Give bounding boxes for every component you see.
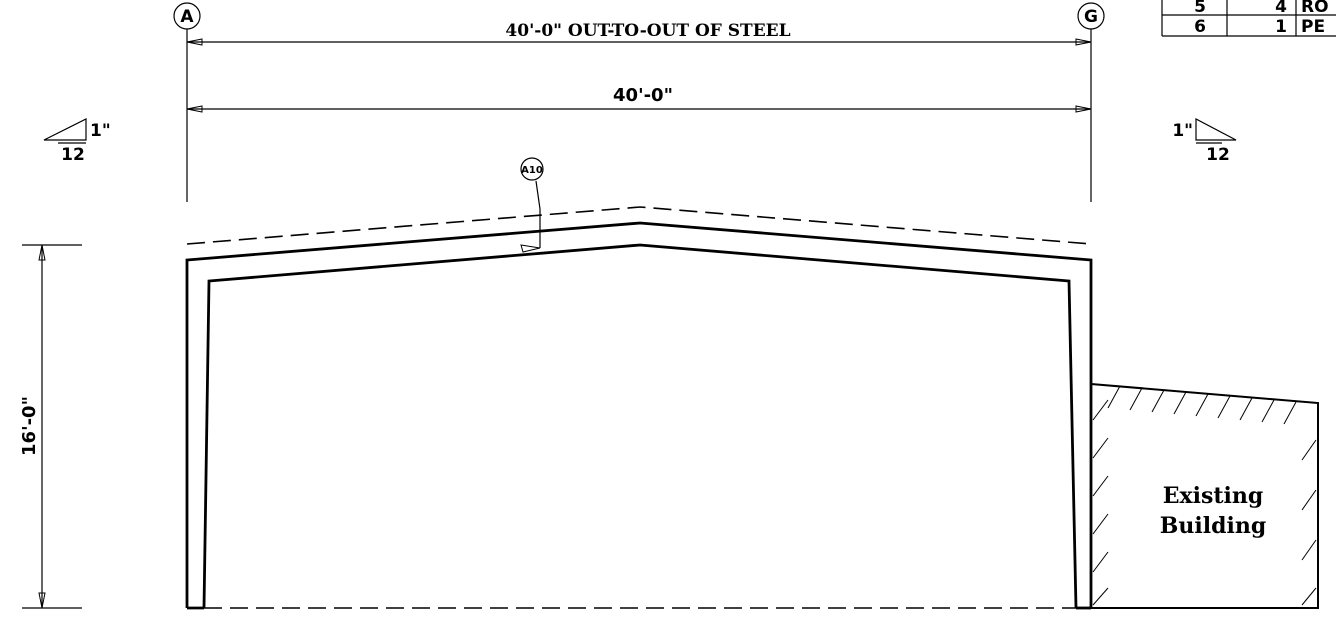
rigid-frame-inner bbox=[202, 243, 1078, 609]
callout-a10-tag: A10 bbox=[521, 165, 543, 176]
schedule-mark-6: 6 bbox=[1194, 17, 1206, 37]
gridline-label-g: G bbox=[1084, 7, 1098, 27]
rigid-frame bbox=[185, 221, 1093, 610]
roof-panel-line bbox=[186, 206, 1092, 245]
dimension-out-to-out: 40'-0" OUT-TO-OUT OF STEEL bbox=[186, 21, 1092, 46]
schedule-qty-4: 4 bbox=[1275, 0, 1287, 17]
dimension-span: 40'-0" bbox=[186, 85, 1092, 113]
existing-building-outline bbox=[1090, 382, 1319, 609]
existing-building: Existing Building bbox=[1090, 382, 1319, 609]
schedule-qty-1: 1 bbox=[1275, 17, 1287, 37]
schedule-desc-pe: PE bbox=[1301, 17, 1325, 37]
schedule-mark-5: 5 bbox=[1194, 0, 1206, 17]
existing-building-label-line1: Existing bbox=[1163, 483, 1264, 509]
existing-building-label-line2: Building bbox=[1160, 513, 1266, 539]
gridline-label-a: A bbox=[180, 7, 194, 27]
schedule-table-fragment: 5 4 RO 6 1 PE bbox=[1161, 0, 1336, 37]
roof-slope-right-rise: 1" bbox=[1172, 121, 1193, 141]
schedule-desc-ro: RO bbox=[1301, 0, 1329, 17]
dimension-eave-height: 16'-0" bbox=[19, 244, 82, 609]
callout-a10: A10 bbox=[520, 157, 544, 253]
roof-slope-left-run: 12 bbox=[61, 145, 85, 165]
dimension-span-text: 40'-0" bbox=[613, 85, 673, 106]
roof-slope-left: 1" 12 bbox=[43, 118, 111, 165]
roof-slope-right: 1" 12 bbox=[1172, 118, 1237, 165]
dimension-eave-height-text: 16'-0" bbox=[19, 396, 40, 456]
gridline-bubble-a: A bbox=[173, 2, 201, 30]
existing-building-hatching bbox=[1092, 385, 1317, 606]
rigid-frame-outer bbox=[185, 221, 1093, 608]
roof-slope-right-run: 12 bbox=[1206, 145, 1230, 165]
gridline-bubble-g: G bbox=[1077, 2, 1105, 30]
dimension-out-to-out-text: 40'-0" OUT-TO-OUT OF STEEL bbox=[505, 21, 790, 41]
roof-slope-left-rise: 1" bbox=[90, 121, 111, 141]
